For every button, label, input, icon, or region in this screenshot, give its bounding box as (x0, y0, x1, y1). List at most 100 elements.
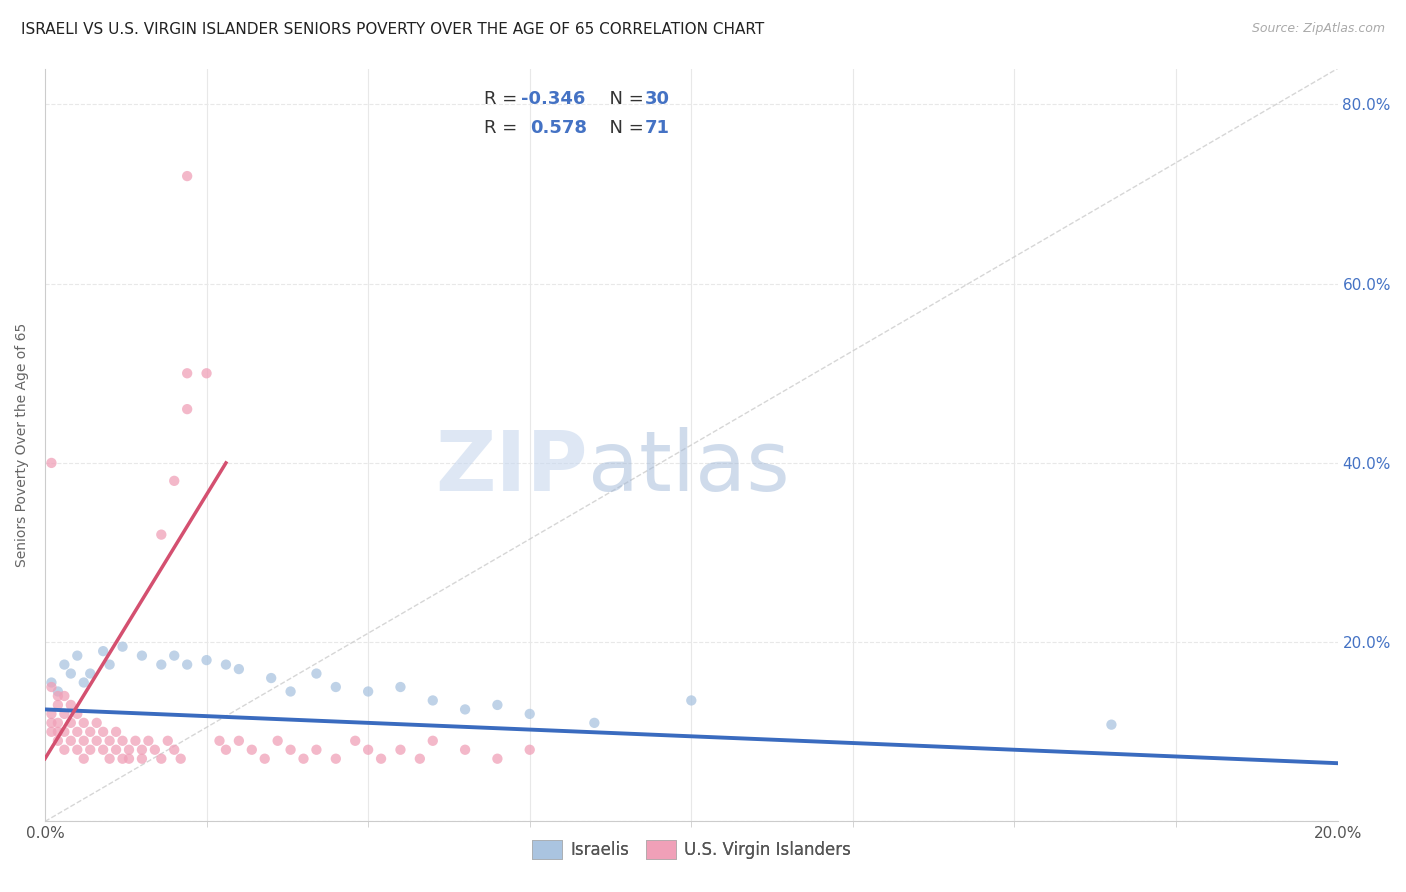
Point (486, 698, 509, 712)
Point (156, 733, 179, 747)
Point (46, 684, 69, 698)
Point (41, 680, 63, 694)
Text: N =: N = (598, 119, 650, 136)
Point (46, 733, 69, 747)
Text: ZIP: ZIP (436, 427, 588, 508)
Point (176, 169, 198, 183)
Point (111, 752, 134, 766)
Point (195, 653, 218, 667)
Point (280, 684, 302, 698)
Point (215, 743, 238, 757)
Point (325, 752, 347, 766)
Point (422, 693, 444, 707)
Point (143, 743, 166, 757)
Point (228, 662, 250, 676)
Point (46, 715, 69, 730)
Point (325, 680, 347, 694)
Point (519, 743, 541, 757)
Point (66, 648, 89, 663)
Text: 30: 30 (645, 90, 669, 108)
Point (163, 648, 186, 663)
Point (41, 706, 63, 721)
Point (131, 743, 153, 757)
Text: R =: R = (485, 119, 523, 136)
Point (305, 743, 328, 757)
Point (176, 402, 198, 417)
Text: -0.346: -0.346 (520, 90, 585, 108)
Point (681, 693, 703, 707)
Point (79, 666, 101, 681)
Point (105, 724, 128, 739)
Point (98, 657, 121, 672)
Point (46, 724, 69, 739)
Point (91, 743, 114, 757)
Point (260, 671, 283, 685)
Text: ISRAELI VS U.S. VIRGIN ISLANDER SENIORS POVERTY OVER THE AGE OF 65 CORRELATION C: ISRAELI VS U.S. VIRGIN ISLANDER SENIORS … (21, 22, 765, 37)
Point (195, 366, 218, 380)
Point (389, 680, 412, 694)
Point (240, 743, 263, 757)
Point (59, 698, 82, 712)
Point (91, 724, 114, 739)
Point (228, 733, 250, 747)
Y-axis label: Seniors Poverty Over the Age of 65: Seniors Poverty Over the Age of 65 (15, 323, 30, 567)
Point (519, 706, 541, 721)
Point (118, 752, 141, 766)
Point (357, 684, 380, 698)
Point (46, 689, 69, 703)
Point (73, 733, 96, 747)
Point (1099, 717, 1122, 731)
Point (53, 689, 76, 703)
Point (111, 733, 134, 747)
Point (66, 706, 89, 721)
Point (53, 657, 76, 672)
Point (91, 644, 114, 658)
Point (370, 752, 392, 766)
Point (41, 724, 63, 739)
Point (409, 752, 432, 766)
Point (53, 743, 76, 757)
Point (280, 743, 302, 757)
Point (163, 474, 186, 488)
Point (150, 752, 173, 766)
Text: Source: ZipAtlas.com: Source: ZipAtlas.com (1251, 22, 1385, 36)
Point (150, 527, 173, 541)
Point (454, 702, 477, 716)
Point (176, 366, 198, 380)
Point (389, 743, 412, 757)
Text: 71: 71 (645, 119, 669, 136)
Point (454, 743, 477, 757)
Point (124, 733, 146, 747)
Point (583, 715, 606, 730)
Point (150, 657, 173, 672)
Point (486, 752, 509, 766)
Point (118, 743, 141, 757)
Point (41, 456, 63, 470)
Point (305, 666, 328, 681)
Point (79, 724, 101, 739)
Text: 0.578: 0.578 (530, 119, 586, 136)
Point (59, 733, 82, 747)
Text: atlas: atlas (588, 427, 790, 508)
Point (131, 648, 153, 663)
Point (98, 733, 121, 747)
Point (79, 743, 101, 757)
Point (163, 743, 186, 757)
Point (215, 657, 238, 672)
Point (266, 733, 288, 747)
Point (46, 698, 69, 712)
Point (344, 733, 367, 747)
Point (253, 752, 276, 766)
Point (131, 752, 153, 766)
Legend: Israelis, U.S. Virgin Islanders: Israelis, U.S. Virgin Islanders (524, 833, 858, 866)
Point (41, 715, 63, 730)
Point (176, 657, 198, 672)
Point (59, 715, 82, 730)
Point (59, 666, 82, 681)
Point (292, 752, 315, 766)
Point (208, 733, 231, 747)
Point (357, 743, 380, 757)
Text: N =: N = (598, 90, 650, 108)
Point (66, 743, 89, 757)
Point (105, 743, 128, 757)
